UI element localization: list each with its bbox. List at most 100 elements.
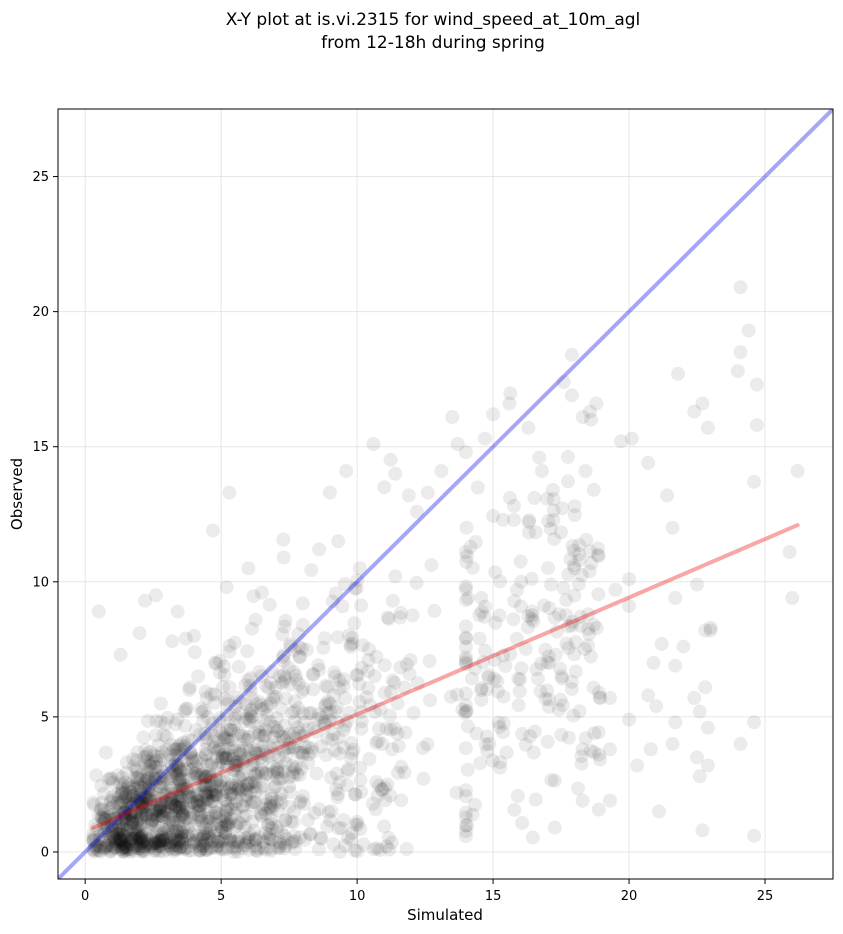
scatter-point (162, 838, 177, 853)
scatter-point (110, 795, 125, 810)
scatter-point (143, 783, 158, 798)
scatter-point (399, 842, 414, 856)
scatter-point (129, 762, 144, 777)
scatter-point (275, 627, 290, 642)
scatter-point (152, 835, 166, 850)
scatter-point (287, 829, 301, 843)
scatter-point (176, 807, 190, 822)
scatter-point (241, 830, 256, 845)
scatter-point (134, 835, 149, 850)
scatter-point (189, 834, 204, 849)
scatter-point (561, 619, 576, 634)
scatter-point (159, 795, 173, 810)
scatter-point (171, 758, 185, 773)
scatter-point (135, 806, 149, 821)
scatter-point (140, 770, 154, 785)
scatter-point (168, 803, 183, 818)
scatter-point (264, 791, 279, 806)
scatter-point (373, 842, 387, 857)
scatter-point (586, 617, 601, 632)
scatter-point (208, 825, 222, 840)
scatter-point (143, 787, 158, 802)
scatter-point (369, 735, 384, 750)
scatter-point (269, 794, 284, 809)
scatter-point (210, 761, 225, 776)
scatter-point (138, 800, 153, 815)
scatter-point (217, 747, 232, 762)
scatter-point (584, 556, 599, 571)
scatter-point (96, 815, 111, 830)
scatter-point (189, 832, 204, 847)
scatter-point (511, 671, 526, 686)
scatter-point (218, 793, 233, 808)
scatter-point (148, 728, 163, 743)
scatter-point (209, 772, 224, 787)
scatter-point (154, 832, 168, 847)
scatter-point (350, 817, 365, 832)
scatter-point (217, 731, 232, 746)
scatter-point (156, 784, 171, 799)
scatter-point (172, 800, 186, 815)
scatter-point (226, 740, 241, 755)
scatter-point (301, 755, 316, 770)
one-to-one-line (58, 109, 833, 879)
scatter-point (153, 775, 168, 790)
scatter-point (214, 842, 229, 857)
scatter-point (86, 830, 101, 845)
scatter-point (209, 784, 224, 799)
scatter-point (145, 812, 160, 827)
scatter-point (160, 796, 175, 811)
scatter-point (86, 833, 101, 848)
scatter-point (243, 785, 258, 800)
scatter-point (589, 396, 604, 411)
scatter-point (347, 787, 362, 801)
scatter-point (561, 449, 575, 464)
scatter-point (243, 703, 258, 718)
scatter-point (377, 780, 392, 795)
scatter-point (406, 706, 421, 720)
scatter-point (249, 843, 264, 858)
scatter-point (199, 791, 214, 806)
scatter-point (643, 742, 658, 757)
scatter-point (115, 827, 130, 842)
scatter-point (106, 830, 121, 845)
scatter-point (458, 579, 473, 594)
scatter-point (747, 828, 762, 843)
scatter-point (546, 503, 561, 518)
scatter-point (128, 770, 143, 785)
scatter-point (184, 795, 199, 810)
scatter-point (231, 726, 246, 741)
scatter-point (372, 778, 387, 793)
scatter-point (480, 744, 495, 759)
scatter-point (168, 799, 183, 814)
scatter-point (182, 815, 197, 829)
scatter-point (171, 833, 186, 848)
scatter-point (150, 810, 165, 825)
scatter-point (191, 810, 206, 825)
scatter-point (318, 697, 333, 712)
scatter-point (112, 831, 127, 846)
scatter-point (222, 831, 237, 845)
scatter-point (586, 680, 601, 695)
scatter-point (380, 777, 395, 792)
scatter-point (115, 840, 130, 855)
scatter-point (132, 772, 147, 787)
scatter-point (160, 822, 175, 837)
scatter-point (147, 804, 162, 819)
scatter-point (520, 620, 535, 635)
scatter-point (266, 719, 281, 734)
scatter-point (242, 827, 257, 842)
scatter-point (237, 837, 252, 852)
scatter-point (153, 834, 168, 849)
scatter-point (369, 649, 384, 664)
scatter-point (507, 802, 522, 817)
scatter-point (126, 844, 141, 859)
scatter-point (469, 726, 484, 741)
scatter-point (137, 834, 152, 849)
scatter-point (98, 839, 113, 854)
scatter-point (544, 773, 559, 788)
scatter-point (285, 765, 300, 780)
chart-title-line-1: X-Y plot at is.vi.2315 for wind_speed_at… (226, 10, 641, 30)
scatter-point (241, 712, 256, 727)
scatter-point (170, 793, 185, 808)
